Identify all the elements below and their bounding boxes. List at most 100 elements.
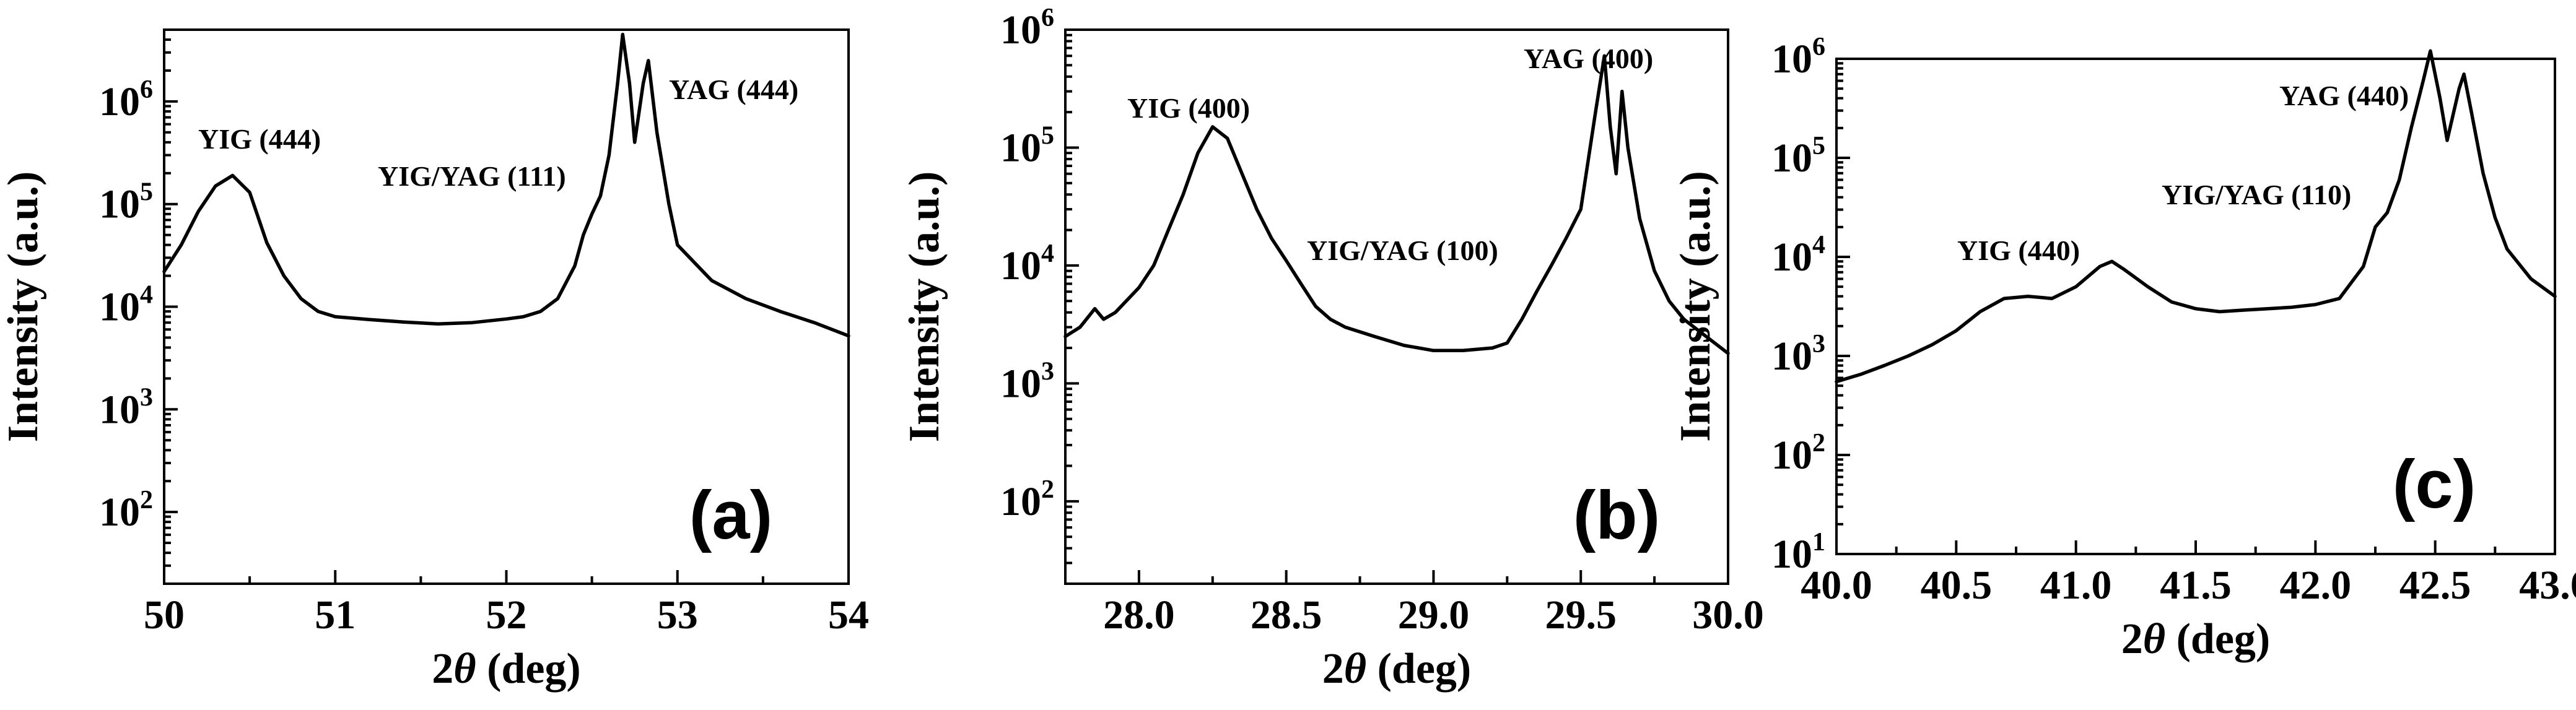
y-tick-base: 10 (1000, 243, 1041, 288)
x-tick-label: 28.5 (1251, 592, 1322, 638)
panel-label: (c) (2393, 446, 2476, 522)
y-tick-label: 104 (1771, 231, 1825, 280)
x-tick-label: 52 (486, 592, 527, 638)
x-tick-label: 29.5 (1545, 592, 1617, 638)
y-tick-label: 104 (99, 281, 153, 330)
y-tick-base: 10 (99, 182, 140, 227)
plot-frame (1064, 28, 1729, 585)
y-tick-exponent: 4 (1812, 231, 1825, 259)
x-tick-label: 53 (657, 592, 698, 638)
x-axis-title: 2θ (deg) (2121, 615, 2270, 663)
y-tick-exponent: 2 (140, 486, 153, 514)
peak-annotation: YAG (400) (1524, 43, 1653, 74)
peak-annotation: YIG (440) (1957, 235, 2080, 266)
y-tick-label: 101 (1771, 528, 1825, 577)
x-tick-label: 43.0 (2519, 563, 2576, 608)
y-tick-base: 10 (1771, 433, 1812, 478)
x-axis-title-part: (deg) (1366, 645, 1471, 693)
x-tick-label: 40.5 (1921, 563, 1993, 608)
y-axis-title: Intensity (a.u.) (1672, 171, 1719, 442)
peak-annotation: YIG/YAG (111) (378, 160, 566, 192)
chart-panel-3: 40.040.541.041.542.042.543.0101102103104… (1672, 33, 2576, 663)
y-tick-label: 106 (1000, 4, 1054, 53)
y-tick-base: 10 (1771, 334, 1812, 379)
x-axis-title-part: 2 (1322, 645, 1344, 693)
x-axis-title: 2θ (deg) (1322, 645, 1471, 693)
y-tick-exponent: 4 (140, 281, 153, 310)
y-tick-label: 105 (1000, 121, 1054, 170)
data-series-xrd (162, 32, 850, 338)
y-tick-exponent: 3 (140, 383, 153, 412)
x-tick-label: 30.0 (1692, 592, 1764, 638)
x-tick-label: 40.0 (1801, 563, 1872, 608)
y-tick-exponent: 6 (140, 76, 153, 104)
peak-annotation: YAG (444) (669, 74, 798, 105)
panel-label: (b) (1573, 477, 1660, 553)
y-axis-title: Intensity (a.u.) (901, 171, 948, 443)
y-tick-label: 104 (1000, 240, 1054, 288)
x-axis-title: 2θ (deg) (432, 645, 580, 693)
peak-annotation: YIG (400) (1127, 92, 1250, 124)
y-tick-exponent: 3 (1041, 357, 1054, 386)
x-tick-label: 42.5 (2399, 563, 2471, 608)
y-tick-base: 10 (1000, 479, 1041, 524)
x-axis-title-part: 2 (2121, 615, 2143, 663)
x-tick-label: 42.0 (2280, 563, 2352, 608)
y-tick-exponent: 5 (1812, 132, 1825, 160)
data-series-xrd (1835, 49, 2557, 384)
x-axis-title-part: θ (453, 645, 476, 693)
peak-annotation: YAG (440) (2279, 80, 2409, 111)
x-axis-title-part: 2 (432, 645, 453, 693)
x-tick-label: 29.0 (1398, 592, 1470, 638)
panel-label: (a) (689, 477, 772, 553)
peak-annotation: YIG/YAG (110) (2162, 179, 2351, 210)
y-tick-exponent: 2 (1041, 475, 1054, 504)
x-tick-label: 41.0 (2040, 563, 2112, 608)
x-tick-label: 54 (828, 592, 869, 638)
y-tick-label: 102 (99, 486, 153, 535)
y-tick-base: 10 (1000, 125, 1041, 170)
y-tick-label: 106 (99, 76, 153, 124)
y-tick-label: 106 (1771, 33, 1825, 82)
y-tick-base: 10 (1000, 7, 1041, 53)
y-tick-base: 10 (99, 79, 140, 124)
y-tick-base: 10 (99, 490, 140, 535)
y-tick-exponent: 6 (1041, 4, 1054, 32)
y-tick-base: 10 (99, 387, 140, 432)
y-tick-base: 10 (1000, 361, 1041, 406)
y-tick-exponent: 1 (1812, 528, 1825, 556)
y-tick-base: 10 (1771, 532, 1812, 577)
y-tick-base: 10 (99, 285, 140, 330)
y-tick-base: 10 (1771, 235, 1812, 280)
y-tick-label: 102 (1771, 429, 1825, 478)
x-axis-title-part: (deg) (476, 645, 581, 693)
y-tick-exponent: 6 (1812, 33, 1825, 61)
y-tick-label: 105 (1771, 132, 1825, 181)
peak-annotation: YIG/YAG (100) (1307, 235, 1498, 266)
y-tick-label: 103 (1000, 357, 1054, 406)
y-tick-label: 103 (1771, 330, 1825, 379)
x-tick-label: 28.0 (1103, 592, 1175, 638)
peak-annotation: YIG (444) (198, 123, 321, 155)
x-tick-label: 51 (315, 592, 356, 638)
x-axis-title-part: θ (2143, 615, 2165, 663)
y-tick-label: 105 (99, 178, 153, 227)
y-tick-exponent: 5 (1041, 121, 1054, 150)
y-tick-label: 103 (99, 383, 153, 432)
x-axis-title-part: (deg) (2165, 615, 2270, 663)
y-tick-exponent: 4 (1041, 240, 1054, 268)
y-tick-base: 10 (1771, 136, 1812, 181)
x-tick-label: 50 (144, 592, 185, 638)
y-tick-base: 10 (1771, 37, 1812, 82)
x-tick-label: 41.5 (2160, 563, 2232, 608)
y-tick-exponent: 3 (1812, 330, 1825, 358)
data-series-xrd (1063, 54, 1730, 355)
y-tick-exponent: 5 (140, 178, 153, 207)
y-tick-label: 102 (1000, 475, 1054, 524)
y-axis-title: Intensity (a.u.) (0, 171, 47, 443)
y-tick-exponent: 2 (1812, 429, 1825, 457)
x-axis-title-part: θ (1344, 645, 1366, 693)
